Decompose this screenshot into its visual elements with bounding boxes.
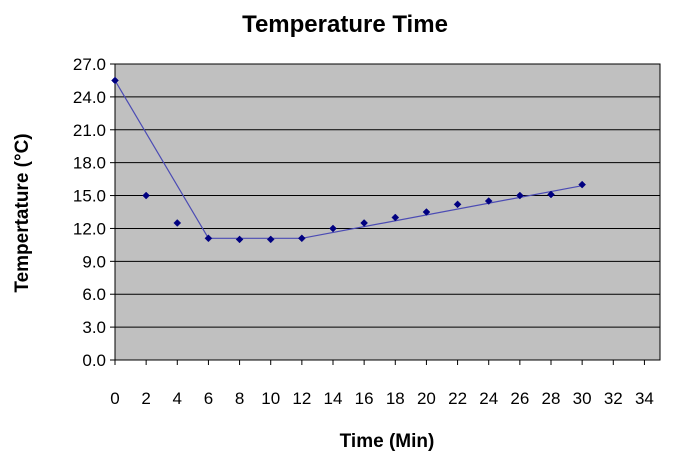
- data-point-4: [235, 235, 244, 244]
- trendline: [114, 80, 583, 239]
- x-tick-label-17: 34: [635, 389, 654, 408]
- x-tick-label-8: 16: [355, 389, 374, 408]
- data-point-7: [329, 224, 337, 233]
- plot-area: [114, 63, 661, 361]
- x-tick-label-5: 10: [261, 389, 280, 408]
- x-tick-label-0: 0: [110, 389, 119, 408]
- x-tick-label-16: 32: [604, 389, 623, 408]
- x-tick-label-4: 8: [235, 389, 244, 408]
- x-tick-label-13: 26: [510, 389, 529, 408]
- y-tick-label-5: 15.0: [73, 187, 106, 206]
- y-tick-label-9: 27.0: [73, 55, 106, 74]
- y-tick-label-0: 0.0: [82, 351, 106, 370]
- data-points: [111, 76, 586, 244]
- y-tick-label-6: 18.0: [73, 154, 106, 173]
- data-point-12: [484, 197, 493, 205]
- x-tick-label-14: 28: [542, 389, 561, 408]
- data-point-14: [547, 190, 555, 199]
- x-tick-label-9: 18: [386, 389, 405, 408]
- axes: [110, 63, 660, 365]
- chart-title: Temperature Time: [242, 11, 448, 38]
- y-tick-labels: 0.0 3.0 6.0 9.0 12.0 15.0 18.0 21.0 24.0 27.0: [73, 55, 106, 370]
- x-tick-label-15: 30: [573, 389, 592, 408]
- x-tick-label-11: 22: [448, 389, 467, 408]
- y-tick-label-4: 12.0: [73, 219, 106, 238]
- trendline-group: [114, 80, 583, 239]
- x-tick-labels: 0 2 4 6 8 10 12 14 16 18 20 22 24 26 28 30 32 34: [110, 389, 654, 408]
- x-tick-label-7: 14: [324, 389, 343, 408]
- data-point-15: [578, 180, 586, 189]
- data-point-2: [173, 219, 182, 227]
- x-tick-label-3: 6: [204, 389, 213, 408]
- x-tick-label-1: 2: [141, 389, 150, 408]
- y-tick-label-8: 24.0: [73, 88, 106, 107]
- x-axis-title: Time (Min): [340, 431, 435, 452]
- data-point-11: [453, 200, 462, 209]
- data-point-0: [111, 76, 119, 85]
- data-point-8: [360, 219, 368, 227]
- y-tick-label-2: 6.0: [82, 285, 106, 304]
- y-tick-label-1: 3.0: [82, 318, 106, 337]
- y-tick-label-3: 9.0: [82, 252, 106, 271]
- x-tick-label-12: 24: [479, 389, 498, 408]
- x-tick-label-6: 12: [292, 389, 311, 408]
- data-point-13: [516, 191, 524, 200]
- data-point-5: [266, 235, 275, 244]
- data-point-1: [142, 191, 150, 200]
- gridlines: [115, 63, 660, 328]
- data-point-3: [204, 234, 213, 243]
- data-point-6: [298, 234, 306, 243]
- x-tick-label-2: 4: [173, 389, 182, 408]
- x-tick-label-10: 20: [417, 389, 436, 408]
- data-point-10: [422, 208, 431, 216]
- y-axis-title: Tempertature (°C): [12, 133, 33, 292]
- data-point-9: [391, 213, 400, 222]
- y-tick-label-7: 21.0: [73, 121, 106, 140]
